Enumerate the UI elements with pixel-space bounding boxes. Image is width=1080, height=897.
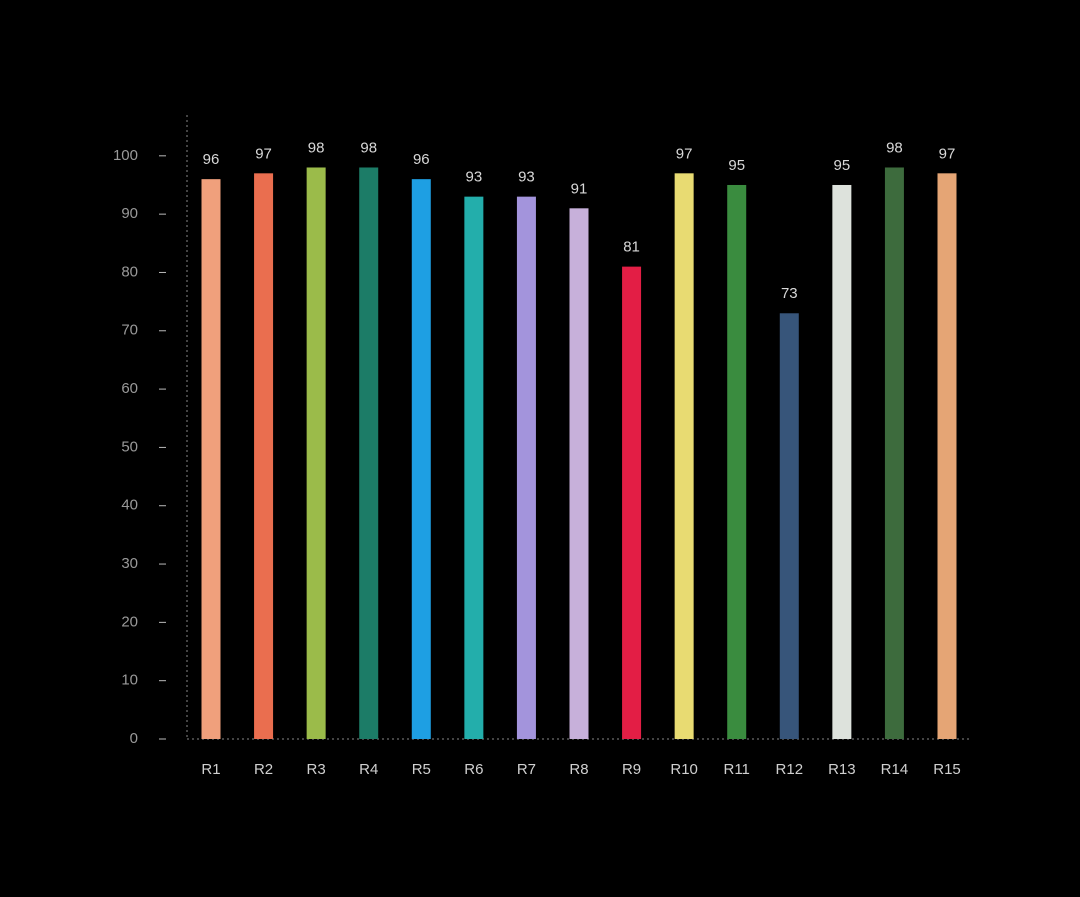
x-tick-label: R4 [359, 761, 378, 778]
x-tick-label: R3 [307, 761, 326, 778]
y-tick-label: 70 [121, 322, 138, 339]
bar [779, 313, 799, 739]
value-label: 97 [939, 145, 956, 162]
value-label: 97 [676, 145, 693, 162]
x-tick-label: R12 [776, 761, 804, 778]
bar [254, 173, 274, 740]
x-tick-label: R8 [569, 761, 588, 778]
bar [727, 184, 747, 739]
bar [937, 173, 957, 740]
x-tick-label: R9 [622, 761, 641, 778]
bar [884, 167, 904, 740]
x-tick-label: R13 [828, 761, 856, 778]
x-tick-label: R15 [933, 761, 961, 778]
bar [832, 184, 852, 739]
bar [516, 196, 536, 739]
y-tick-label: 0 [130, 730, 138, 747]
value-label: 93 [466, 169, 483, 186]
bar [306, 167, 326, 740]
value-label: 98 [886, 139, 903, 156]
value-label: 95 [834, 157, 851, 174]
bar [569, 208, 589, 739]
bar [411, 179, 431, 739]
value-label: 96 [413, 151, 430, 168]
y-tick-label: 40 [121, 497, 138, 514]
y-tick-label: 50 [121, 438, 138, 455]
y-tick-label: 30 [121, 555, 138, 572]
value-label: 93 [518, 169, 535, 186]
value-label: 98 [360, 139, 377, 156]
value-label: 73 [781, 285, 798, 302]
x-tick-label: R11 [724, 761, 750, 778]
y-tick-label: 100 [113, 147, 138, 164]
x-tick-label: R5 [412, 761, 431, 778]
bar [359, 167, 379, 740]
value-label: 81 [623, 239, 640, 256]
x-tick-label: R14 [881, 761, 909, 778]
y-tick-label: 20 [121, 613, 138, 630]
y-tick-label: 10 [121, 672, 138, 689]
x-tick-label: R1 [201, 761, 220, 778]
x-tick-label: R2 [254, 761, 273, 778]
y-tick-label: 80 [121, 263, 138, 280]
value-label: 97 [255, 145, 272, 162]
x-tick-label: R7 [517, 761, 536, 778]
value-label: 95 [728, 157, 745, 174]
x-tick-label: R6 [464, 761, 483, 778]
bar [464, 196, 484, 739]
bar [622, 266, 642, 739]
value-label: 96 [203, 151, 220, 168]
bar [674, 173, 694, 740]
value-label: 91 [571, 180, 588, 197]
x-tick-label: R10 [670, 761, 698, 778]
y-tick-label: 90 [121, 205, 138, 222]
value-label: 98 [308, 139, 325, 156]
bar [201, 179, 221, 739]
y-tick-label: 60 [121, 380, 138, 397]
